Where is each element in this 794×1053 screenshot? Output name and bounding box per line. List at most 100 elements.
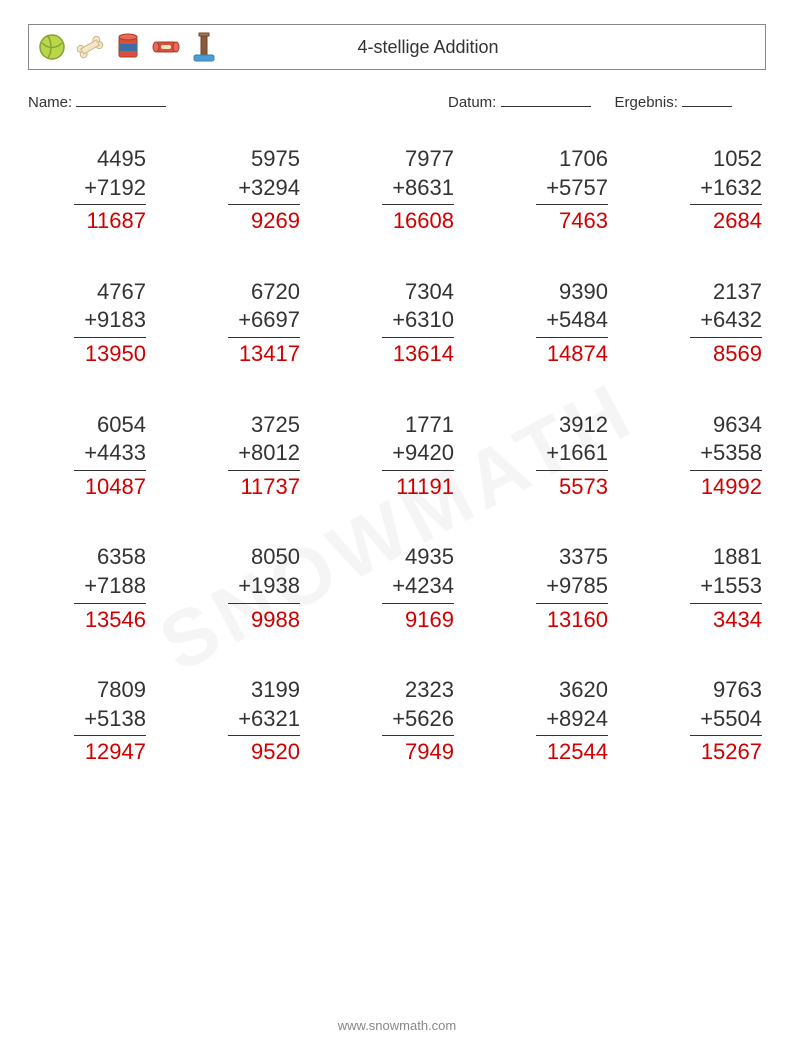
answer: 3434 [713,604,762,635]
operand-top: 1881 [713,543,762,572]
answer: 9169 [405,604,454,635]
operand-top: 1771 [405,411,454,440]
answer: 9520 [251,736,300,767]
date-label: Datum: [448,94,496,111]
answer: 5573 [559,471,608,502]
operand-bottom: +5358 [690,439,762,471]
operand-bottom: +8631 [382,174,454,206]
operand-bottom: +8924 [536,705,608,737]
name-blank[interactable] [76,92,166,107]
answer: 14874 [547,338,608,369]
operand-top: 7809 [97,676,146,705]
operand-bottom: +5484 [536,306,608,338]
result-label: Ergebnis: [615,94,678,111]
operand-top: 7977 [405,145,454,174]
answer: 13546 [85,604,146,635]
problem: 2137+64328569 [648,278,762,369]
worksheet-title: 4-stellige Addition [219,37,757,58]
operand-bottom: +6697 [228,306,300,338]
answer: 13417 [239,338,300,369]
footer-text: www.snowmath.com [0,1018,794,1033]
answer: 8569 [713,338,762,369]
operand-top: 5975 [251,145,300,174]
operand-bottom: +6310 [382,306,454,338]
problem: 6358+718813546 [32,543,146,634]
fields-row: Name: Datum: Ergebnis: [28,92,766,111]
operand-bottom: +1661 [536,439,608,471]
name-field: Name: [28,92,448,111]
operand-bottom: +5757 [536,174,608,206]
result-field: Ergebnis: [615,92,733,111]
operand-top: 1052 [713,145,762,174]
problem: 3620+892412544 [494,676,608,767]
answer: 2684 [713,205,762,236]
problem: 7809+513812947 [32,676,146,767]
answer: 7949 [405,736,454,767]
problem: 4767+918313950 [32,278,146,369]
answer: 13950 [85,338,146,369]
answer: 13160 [547,604,608,635]
operand-top: 2323 [405,676,454,705]
problem: 9763+550415267 [648,676,762,767]
problems-grid: 4495+719211687 5975+32949269 7977+86311660… [28,145,766,767]
operand-top: 9634 [713,411,762,440]
answer: 10487 [85,471,146,502]
problem: 7977+863116608 [340,145,454,236]
operand-top: 3375 [559,543,608,572]
operand-bottom: +5626 [382,705,454,737]
date-blank[interactable] [501,92,591,107]
problem: 1706+57577463 [494,145,608,236]
problem: 8050+19389988 [186,543,300,634]
operand-top: 6720 [251,278,300,307]
answer: 13614 [393,338,454,369]
operand-top: 3199 [251,676,300,705]
problem: 9390+548414874 [494,278,608,369]
operand-bottom: +4234 [382,572,454,604]
operand-top: 2137 [713,278,762,307]
problem: 5975+32949269 [186,145,300,236]
operand-bottom: +8012 [228,439,300,471]
operand-bottom: +4433 [74,439,146,471]
operand-top: 4767 [97,278,146,307]
operand-bottom: +5138 [74,705,146,737]
answer: 12947 [85,736,146,767]
answer: 16608 [393,205,454,236]
problem: 3912+16615573 [494,411,608,502]
header-box: 4-stellige Addition [28,24,766,70]
operand-top: 6054 [97,411,146,440]
operand-top: 6358 [97,543,146,572]
operand-bottom: +9183 [74,306,146,338]
problem: 2323+56267949 [340,676,454,767]
operand-bottom: +1632 [690,174,762,206]
name-label: Name: [28,94,72,111]
operand-top: 1706 [559,145,608,174]
operand-top: 4495 [97,145,146,174]
operand-bottom: +5504 [690,705,762,737]
operand-top: 3725 [251,411,300,440]
problem: 3375+978513160 [494,543,608,634]
answer: 11687 [86,205,146,236]
operand-top: 9390 [559,278,608,307]
problem: 1052+16322684 [648,145,762,236]
operand-bottom: +7192 [74,174,146,206]
toy-icon [151,32,181,62]
problem: 3199+63219520 [186,676,300,767]
answer: 15267 [701,736,762,767]
operand-top: 8050 [251,543,300,572]
problem: 4495+719211687 [32,145,146,236]
answer: 11191 [396,471,454,502]
bone-icon [75,32,105,62]
header-icons [37,32,219,62]
operand-top: 9763 [713,676,762,705]
operand-bottom: +3294 [228,174,300,206]
can-icon [113,32,143,62]
operand-bottom: +6432 [690,306,762,338]
problem: 6054+443310487 [32,411,146,502]
answer: 12544 [547,736,608,767]
operand-bottom: +1938 [228,572,300,604]
problem: 1771+942011191 [340,411,454,502]
operand-top: 4935 [405,543,454,572]
result-blank[interactable] [682,92,732,107]
operand-bottom: +9420 [382,439,454,471]
operand-bottom: +1553 [690,572,762,604]
